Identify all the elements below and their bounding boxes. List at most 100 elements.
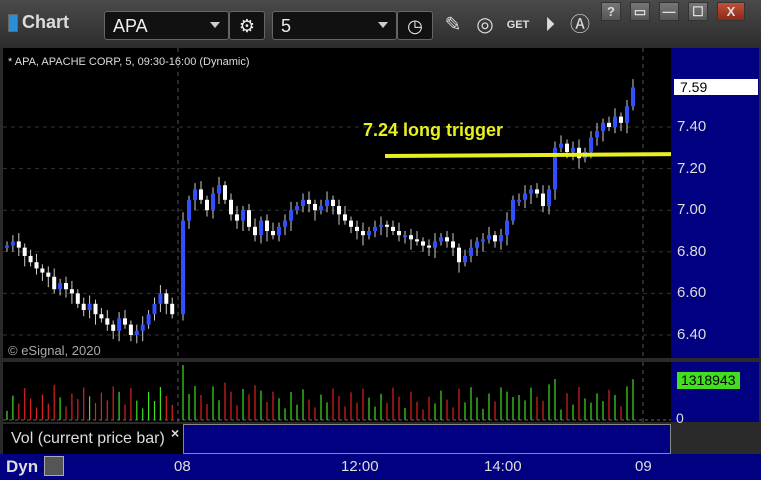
candle-body bbox=[289, 210, 293, 221]
settings-gear-icon[interactable]: ⚙ bbox=[229, 11, 265, 40]
lock-icon[interactable] bbox=[44, 456, 64, 476]
legend-bar bbox=[183, 424, 671, 454]
x-tick: 14:00 bbox=[484, 458, 522, 475]
candle-body bbox=[421, 241, 425, 246]
trigger-line bbox=[384, 152, 677, 159]
candle-body bbox=[217, 185, 221, 194]
candle-body bbox=[403, 235, 407, 238]
maximize-button[interactable]: ☐ bbox=[688, 2, 708, 21]
candle-body bbox=[589, 137, 593, 152]
title-bar: Chart APA ⚙ 5 ◷ ✎ ◎ GET ⏵ Ⓐ ? ▭ — ☐ X bbox=[0, 0, 761, 48]
candle-body bbox=[325, 199, 329, 207]
candle-body bbox=[81, 303, 86, 311]
candle-body bbox=[93, 303, 98, 315]
candle-body bbox=[181, 220, 185, 315]
alert-icon[interactable]: Ⓐ bbox=[570, 14, 590, 36]
candle-body bbox=[16, 241, 21, 248]
candle-body bbox=[313, 203, 317, 211]
candle-body bbox=[415, 239, 419, 242]
candle-body bbox=[451, 241, 455, 248]
candle-body bbox=[295, 206, 299, 211]
candle-body bbox=[40, 268, 45, 273]
candle-body bbox=[559, 143, 563, 148]
candle-body bbox=[367, 231, 371, 236]
minimize-button[interactable]: — bbox=[659, 2, 679, 21]
interval-value: 5 bbox=[281, 16, 292, 36]
close-study-icon[interactable]: × bbox=[171, 425, 180, 441]
get-icon[interactable]: GET bbox=[506, 19, 530, 31]
last-price-label: 7.59 bbox=[674, 79, 758, 95]
candle-body bbox=[223, 185, 227, 200]
candle-body bbox=[361, 231, 365, 236]
candle-body bbox=[140, 324, 145, 331]
candle-body bbox=[105, 318, 110, 325]
study-icon[interactable]: ◎ bbox=[476, 14, 494, 36]
y-tick: 6.40 bbox=[677, 326, 707, 343]
candle-body bbox=[277, 226, 281, 236]
candle-body bbox=[134, 330, 139, 335]
candle-body bbox=[607, 122, 611, 127]
candle-body bbox=[427, 245, 431, 248]
candle-body bbox=[463, 255, 467, 263]
y-tick: 7.40 bbox=[677, 118, 707, 135]
candle-body bbox=[565, 143, 569, 152]
volume-pane[interactable] bbox=[3, 362, 671, 422]
window-title: Chart bbox=[22, 12, 70, 32]
interval-select[interactable]: 5 bbox=[272, 11, 397, 40]
candle-body bbox=[493, 235, 497, 242]
candle-body bbox=[595, 131, 599, 138]
candle-body bbox=[152, 303, 157, 315]
y-tick: 7.20 bbox=[677, 159, 707, 177]
candle-body bbox=[373, 226, 377, 231]
candle-body bbox=[164, 293, 169, 304]
price-chart[interactable]: * APA, APACHE CORP, 5, 09:30-16:00 (Dyna… bbox=[3, 48, 677, 358]
candle-body bbox=[235, 214, 239, 221]
candle-body bbox=[499, 235, 503, 242]
restore-menu-button[interactable]: ▭ bbox=[630, 2, 650, 21]
time-axis[interactable]: Dyn 08 12:00 14:00 09 bbox=[0, 454, 761, 480]
pencil-icon[interactable]: ✎ bbox=[444, 14, 462, 36]
candle-body bbox=[319, 206, 323, 211]
close-button[interactable]: X bbox=[717, 2, 745, 21]
candle-body bbox=[247, 210, 251, 227]
candle-body bbox=[379, 224, 383, 227]
candle-body bbox=[535, 189, 539, 194]
candle-body bbox=[64, 283, 68, 290]
candle-body bbox=[475, 241, 479, 248]
candle-body bbox=[170, 303, 175, 315]
y-tick: 6.60 bbox=[677, 284, 707, 302]
candle-body bbox=[481, 239, 485, 242]
candle-body bbox=[229, 199, 233, 215]
candle-body bbox=[123, 318, 127, 325]
candle-body bbox=[75, 293, 80, 304]
y-tick: 7.00 bbox=[677, 201, 707, 219]
candle-body bbox=[385, 224, 389, 227]
candle-body bbox=[397, 231, 401, 236]
candle-body bbox=[111, 324, 116, 331]
candle-body bbox=[146, 314, 151, 325]
candle-body bbox=[541, 193, 545, 207]
candle-body bbox=[523, 193, 527, 200]
price-axis[interactable]: 7.40 7.20 7.00 6.80 6.60 6.40 7.59 bbox=[671, 48, 759, 358]
candle-body bbox=[205, 199, 209, 211]
candle-body bbox=[445, 237, 449, 242]
y-tick: 6.80 bbox=[677, 242, 707, 260]
candle-body bbox=[337, 206, 341, 215]
candle-body bbox=[265, 220, 269, 231]
symbol-value: APA bbox=[113, 16, 148, 36]
candle-body bbox=[69, 289, 74, 294]
x-tick: 12:00 bbox=[341, 458, 379, 475]
app-icon bbox=[8, 14, 18, 32]
candle-body bbox=[505, 220, 509, 236]
candle-body bbox=[158, 293, 163, 304]
clock-icon[interactable]: ◷ bbox=[397, 11, 433, 40]
candle-body bbox=[625, 106, 629, 123]
candle-body bbox=[529, 189, 533, 194]
symbol-select[interactable]: APA bbox=[104, 11, 229, 40]
candle-body bbox=[517, 199, 521, 202]
help-button[interactable]: ? bbox=[601, 2, 621, 21]
trigger-annotation: 7.24 long trigger bbox=[363, 120, 504, 140]
play-icon[interactable]: ⏵ bbox=[545, 14, 555, 36]
candle-body bbox=[571, 147, 575, 152]
volume-plot bbox=[3, 362, 671, 422]
